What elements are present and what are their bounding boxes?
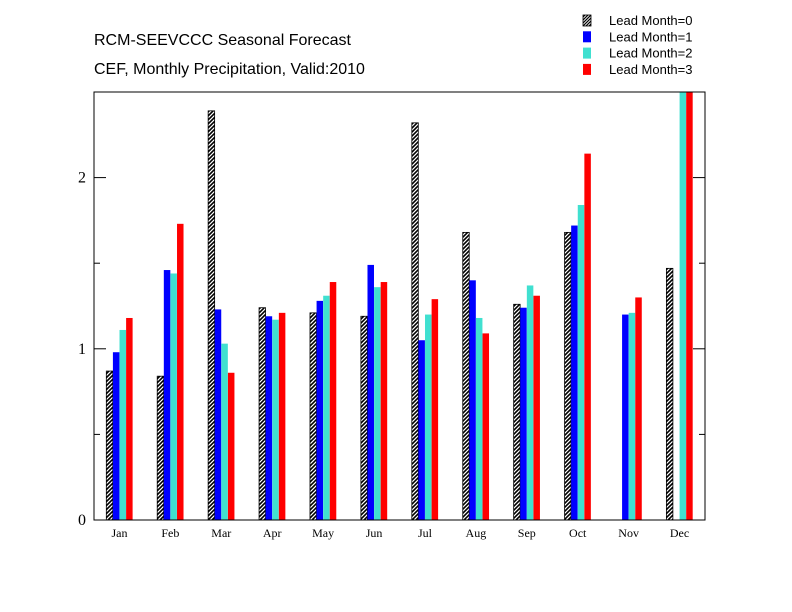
bar-dec-lead2 bbox=[679, 92, 687, 520]
x-tick-label-mar: Mar bbox=[211, 526, 231, 540]
x-tick-label-jun: Jun bbox=[366, 526, 383, 540]
bar-oct-lead1 bbox=[571, 225, 578, 521]
bars bbox=[105, 92, 693, 521]
bar-feb-lead3 bbox=[177, 223, 184, 520]
legend-label-lead1: Lead Month=1 bbox=[609, 29, 692, 44]
bar-apr-lead3 bbox=[278, 312, 286, 520]
x-tick-label-may: May bbox=[312, 526, 334, 540]
bar-mar-lead1 bbox=[214, 309, 222, 520]
bar-apr-lead0 bbox=[258, 307, 266, 521]
bar-jul-lead0 bbox=[411, 122, 419, 521]
bar-sep-lead2 bbox=[526, 285, 534, 520]
bar-jul-lead2 bbox=[425, 314, 432, 520]
bar-nov-lead3 bbox=[635, 297, 642, 520]
bar-apr-lead1 bbox=[265, 316, 273, 520]
bar-oct-lead2 bbox=[577, 204, 585, 521]
legend-label-lead3: Lead Month=3 bbox=[609, 62, 692, 77]
x-tick-label-jan: Jan bbox=[111, 526, 127, 540]
bar-nov-lead1 bbox=[622, 314, 629, 520]
bar-jul-lead3 bbox=[431, 299, 439, 520]
x-tick-label-oct: Oct bbox=[569, 526, 587, 540]
legend-label-lead0: Lead Month=0 bbox=[609, 13, 692, 28]
legend-swatch-lead2 bbox=[583, 47, 591, 59]
y-tick-label: 2 bbox=[78, 170, 86, 187]
bar-jun-lead0 bbox=[360, 315, 368, 521]
bar-sep-lead1 bbox=[520, 307, 527, 520]
bar-aug-lead2 bbox=[475, 317, 483, 520]
y-tick-label: 1 bbox=[78, 341, 86, 358]
bar-may-lead0 bbox=[309, 312, 317, 521]
legend-swatch-lead0 bbox=[582, 14, 592, 27]
bar-jan-lead1 bbox=[112, 352, 120, 520]
x-tick-label-dec: Dec bbox=[670, 526, 689, 540]
y-tick-label: 0 bbox=[78, 512, 86, 529]
plot-frame bbox=[93, 91, 706, 521]
bar-jan-lead3 bbox=[126, 317, 133, 520]
bar-jan-lead2 bbox=[119, 329, 127, 520]
bar-aug-lead0 bbox=[462, 231, 470, 521]
axes: 0 1 2 Jan Feb Mar Apr May Jun Jul Aug Sep Oct Nov Dec bbox=[78, 91, 706, 540]
bar-oct-lead3 bbox=[584, 153, 591, 520]
bar-aug-lead3 bbox=[482, 333, 490, 520]
x-tick-label-jul: Jul bbox=[418, 526, 433, 540]
bar-feb-lead1 bbox=[163, 270, 171, 520]
bar-may-lead3 bbox=[329, 282, 337, 520]
bar-feb-lead2 bbox=[170, 273, 177, 520]
bar-may-lead1 bbox=[316, 300, 324, 520]
bar-jan-lead0 bbox=[105, 370, 114, 521]
x-tick-label-aug: Aug bbox=[466, 526, 487, 540]
chart-title: RCM-SEEVCCC Seasonal Forecast bbox=[94, 32, 352, 49]
bar-mar-lead0 bbox=[207, 110, 216, 521]
bar-dec-lead0 bbox=[665, 267, 674, 521]
bar-jun-lead2 bbox=[374, 287, 381, 520]
x-tick-label-feb: Feb bbox=[161, 526, 179, 540]
bar-dec-lead3 bbox=[686, 92, 693, 520]
bar-oct-lead0 bbox=[564, 231, 572, 521]
x-tick-label-nov: Nov bbox=[618, 526, 639, 540]
x-tick-label-apr: Apr bbox=[263, 526, 282, 540]
bar-jun-lead3 bbox=[380, 282, 388, 520]
bar-jun-lead1 bbox=[367, 264, 374, 520]
legend-swatch-lead1 bbox=[583, 31, 591, 43]
x-tick-label-sep: Sep bbox=[518, 526, 536, 540]
chart-subtitle: CEF, Monthly Precipitation, Valid:2010 bbox=[94, 61, 365, 78]
bar-mar-lead2 bbox=[221, 343, 228, 520]
bar-aug-lead1 bbox=[469, 280, 476, 520]
bar-apr-lead2 bbox=[272, 319, 279, 520]
bar-mar-lead3 bbox=[227, 372, 235, 520]
bar-nov-lead2 bbox=[628, 312, 636, 520]
legend-label-lead2: Lead Month=2 bbox=[609, 46, 692, 61]
bar-sep-lead0 bbox=[513, 303, 521, 521]
bar-may-lead2 bbox=[323, 295, 330, 520]
bar-jul-lead1 bbox=[418, 340, 425, 520]
bar-sep-lead3 bbox=[533, 295, 540, 520]
bar-feb-lead0 bbox=[156, 375, 165, 521]
legend-swatch-lead3 bbox=[583, 63, 591, 75]
